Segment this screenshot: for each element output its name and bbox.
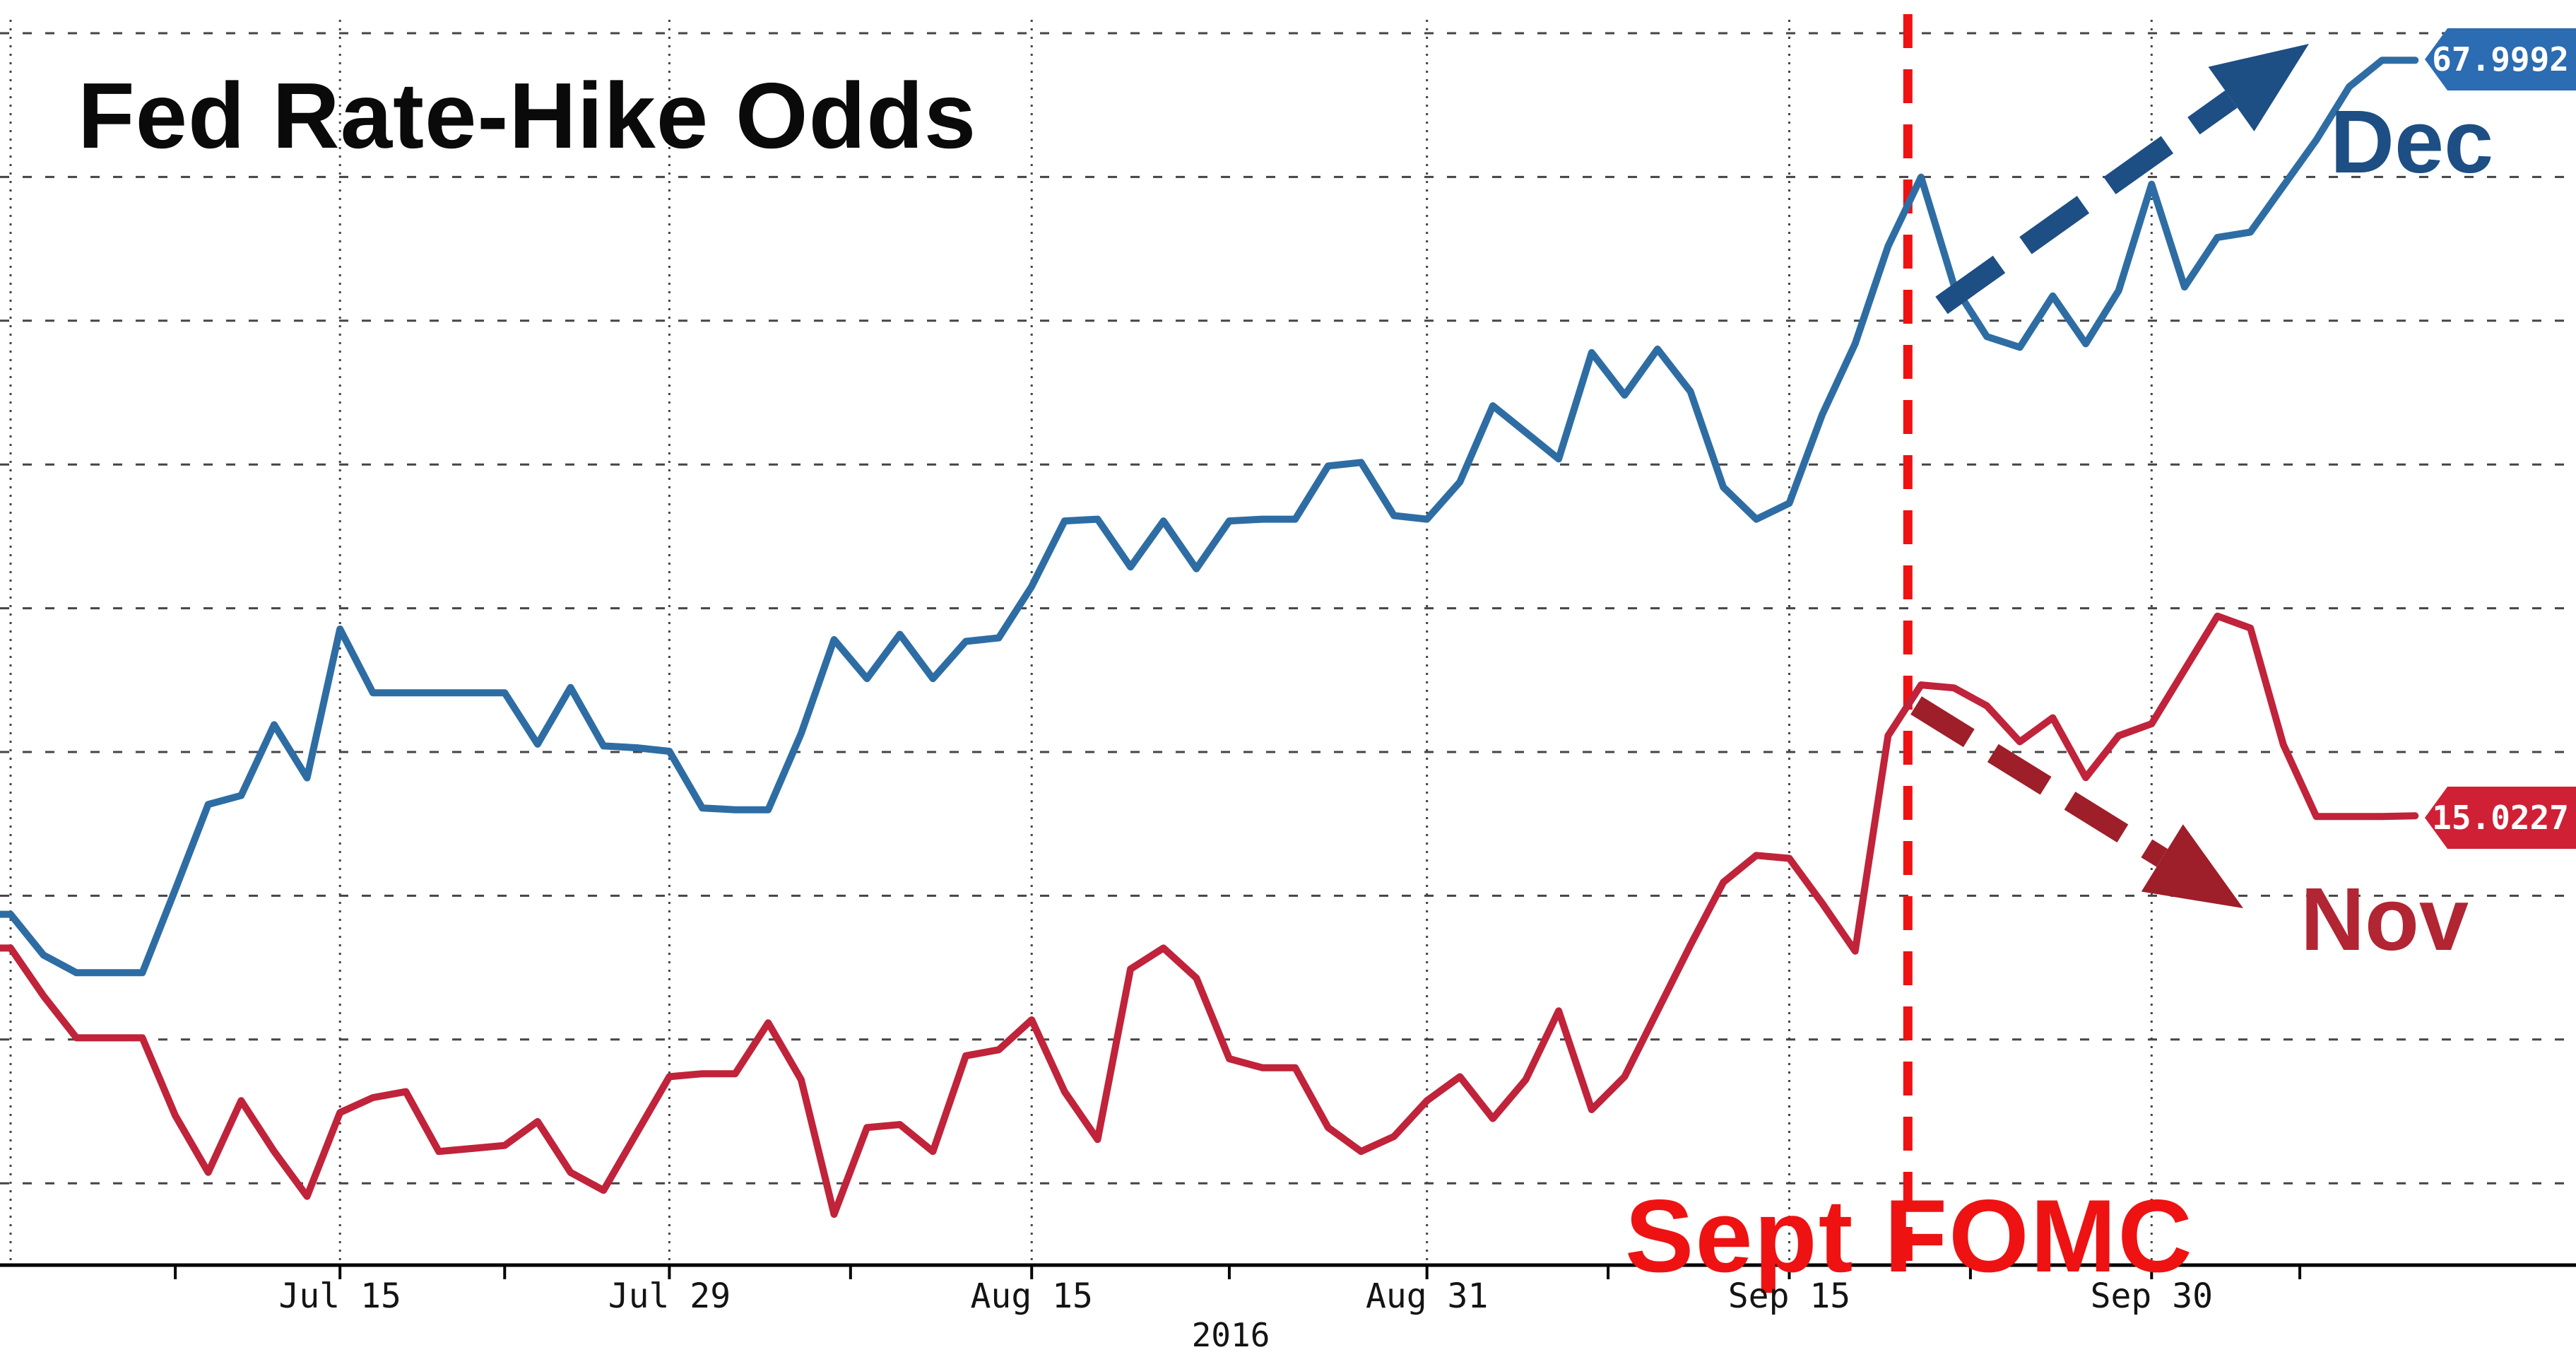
nov-series-label: Nov [2300, 869, 2469, 969]
x-tick-label: Sep 30 [2090, 1276, 2213, 1316]
dec-series-line [0, 57, 2419, 977]
sept-fomc-annotation: Sept FOMC [1625, 1178, 2194, 1293]
nov-down-arrow-shaft [1910, 696, 2168, 867]
dec-series-label: Dec [2330, 92, 2494, 192]
x-tick-label: Aug 31 [1365, 1276, 1489, 1316]
dec-up-arrow-shaft [1935, 90, 2238, 315]
x-tick-label: Aug 15 [970, 1276, 1093, 1316]
nov-last-value-tag: 15.0227 [2425, 787, 2576, 849]
nov-series-line [0, 612, 2419, 1218]
x-tick-label: Jul 29 [608, 1276, 731, 1316]
nov-down-arrow-head [2141, 824, 2243, 908]
x-tick-label: Sep 15 [1727, 1276, 1851, 1316]
dec-up-arrow-head [2208, 44, 2309, 131]
x-axis-year-label: 2016 [1191, 1316, 1270, 1354]
chart-title: Fed Rate-Hike Odds [78, 64, 977, 168]
dec-last-value-tag: 67.9992 [2425, 28, 2576, 90]
x-tick-label: Jul 15 [278, 1276, 401, 1316]
